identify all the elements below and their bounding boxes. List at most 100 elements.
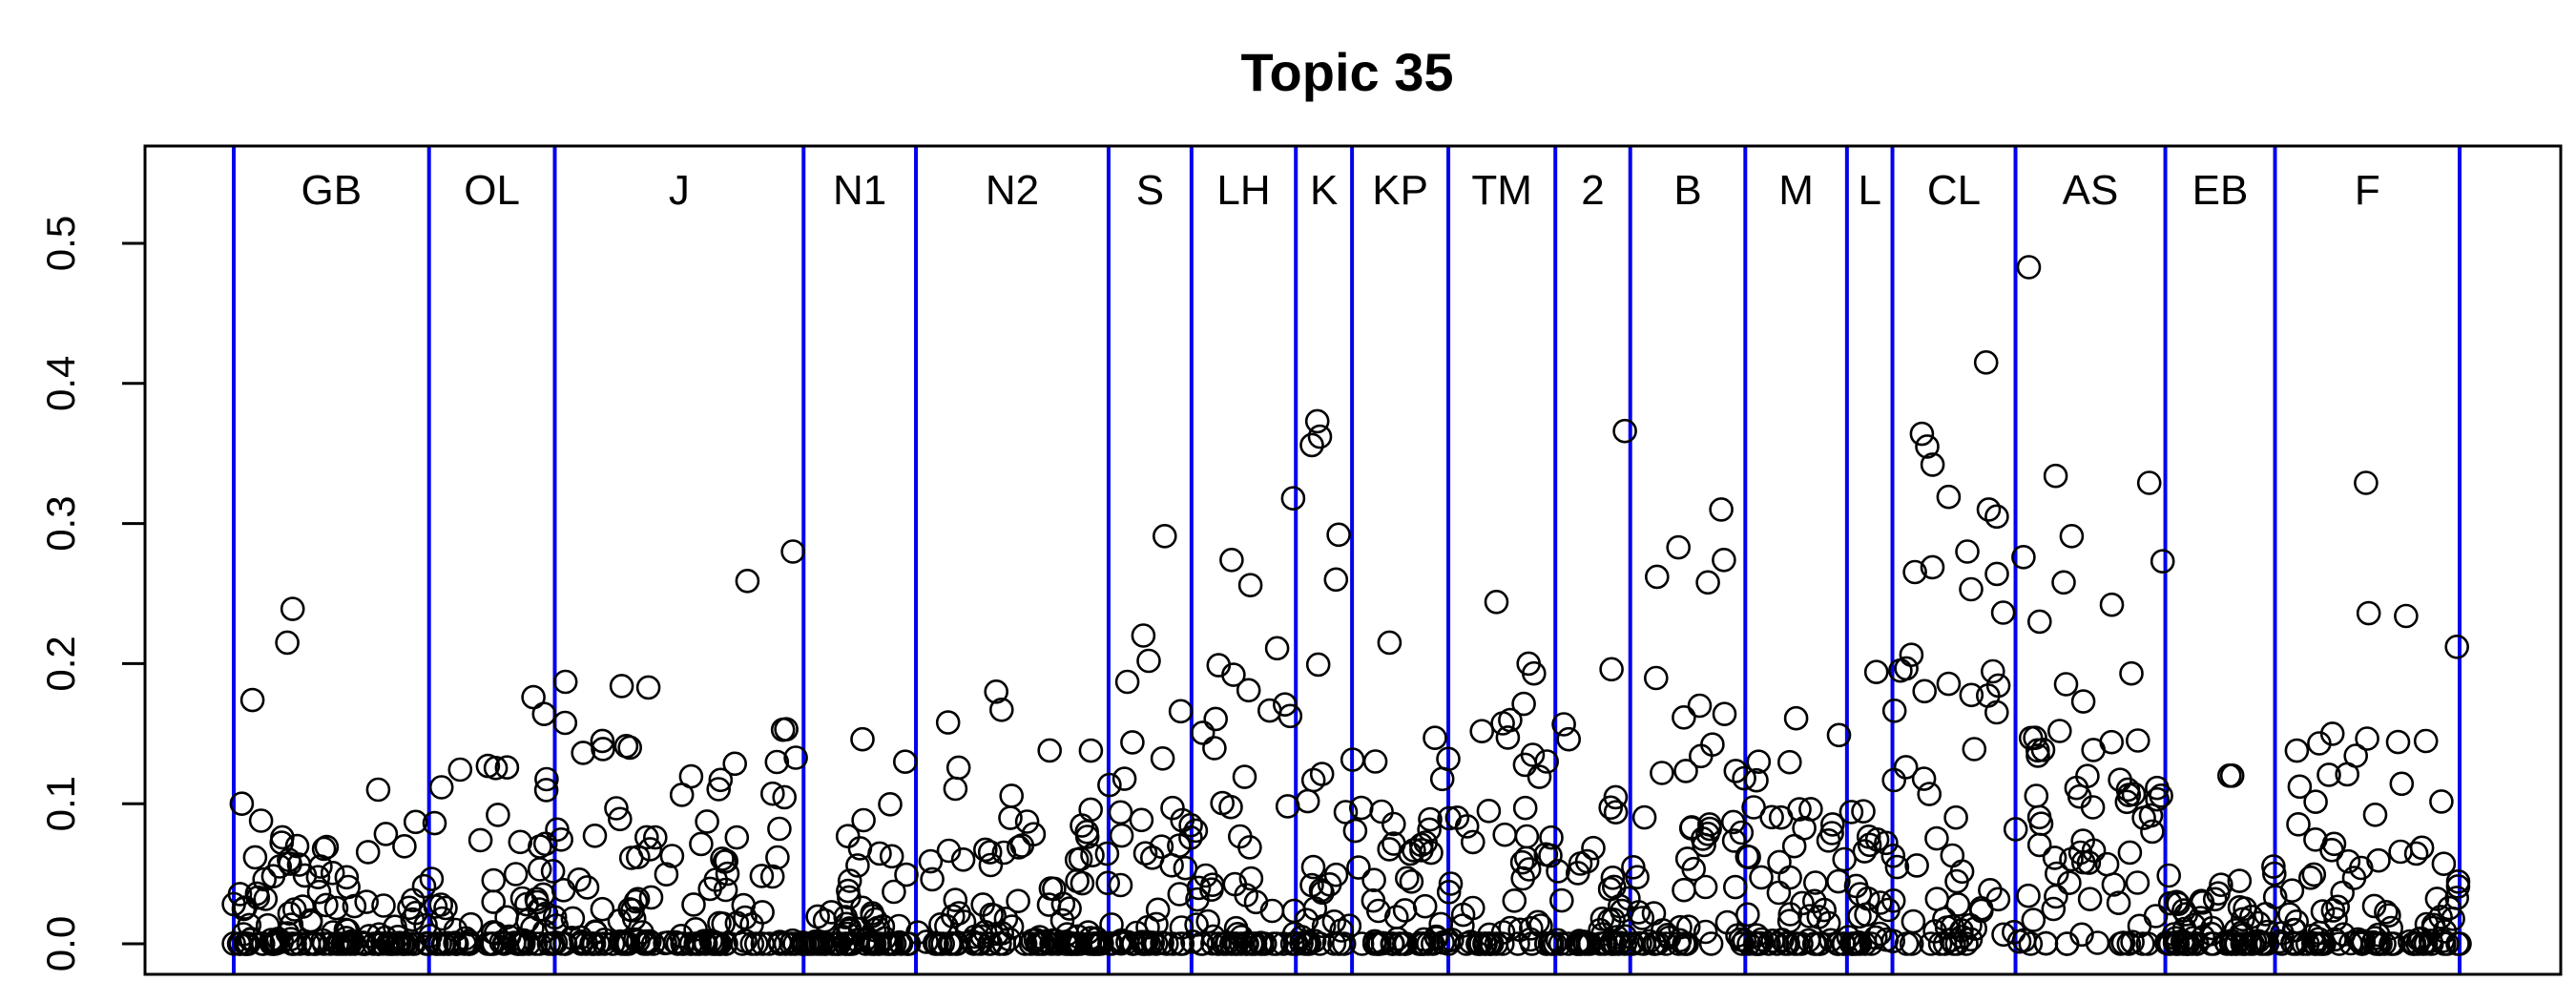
data-point (1238, 866, 1264, 891)
data-point (1777, 749, 1802, 775)
data-point (1237, 573, 1263, 598)
data-point (733, 929, 758, 953)
data-point (1920, 452, 1945, 477)
data-point (663, 929, 688, 955)
data-point (2325, 894, 2350, 920)
data-point (1299, 432, 1324, 458)
data-point (636, 929, 662, 954)
data-point (242, 845, 268, 870)
data-point (914, 929, 939, 954)
region-label-as: AS (2063, 167, 2119, 214)
data-point (780, 539, 805, 564)
data-point (1054, 922, 1080, 947)
data-point (521, 684, 546, 710)
data-point (2403, 841, 2429, 866)
data-point (239, 927, 264, 951)
data-point (1095, 870, 1120, 896)
data-points (221, 255, 2472, 956)
data-point (1856, 886, 1880, 911)
data-point (2360, 929, 2386, 955)
data-point (934, 913, 959, 939)
data-point (1522, 660, 1547, 686)
data-point (1111, 766, 1137, 791)
data-point (2143, 904, 2169, 929)
data-point (1548, 931, 1573, 956)
data-point (979, 902, 1004, 928)
data-point (1603, 784, 1629, 810)
data-point (1984, 699, 2009, 725)
data-point (424, 931, 449, 956)
data-point (2284, 738, 2310, 763)
data-point (1307, 424, 1333, 449)
data-point (334, 865, 360, 890)
region-label-b: B (1673, 167, 1701, 214)
data-point (867, 841, 892, 866)
data-point (549, 826, 574, 852)
data-point (850, 726, 875, 752)
data-point (654, 862, 679, 887)
data-point (989, 921, 1014, 946)
data-point (1202, 736, 1227, 761)
data-point (2099, 592, 2125, 617)
region-label-m: M (1778, 167, 1814, 214)
data-point (2077, 887, 2103, 912)
region-labels: GB OL J N1 N2 S LH K KP TM 2 B M L CL AS EB F (301, 167, 2380, 214)
data-point (1874, 830, 1899, 856)
data-point (544, 913, 570, 938)
data-point (2444, 634, 2469, 659)
data-point (248, 808, 274, 833)
data-point (2394, 603, 2419, 629)
data-point (2447, 931, 2472, 956)
data-point (609, 674, 634, 699)
data-point (2323, 907, 2348, 932)
data-point (2163, 926, 2189, 951)
region-label-kp: KP (1372, 167, 1428, 214)
data-point (1723, 759, 1749, 783)
data-point (2156, 863, 2181, 888)
data-point (1672, 877, 1696, 903)
data-point (722, 751, 748, 777)
data-point (1674, 846, 1700, 871)
data-point (1007, 835, 1031, 860)
data-point (692, 929, 717, 954)
data-point (792, 931, 818, 956)
data-point (1461, 829, 1485, 855)
data-point (1924, 825, 1949, 851)
data-point (739, 912, 764, 937)
data-point (1766, 880, 1792, 906)
data-point (1880, 887, 1906, 913)
data-point (1958, 927, 1984, 952)
data-point (1514, 845, 1539, 871)
data-point (1115, 929, 1140, 955)
data-point (1631, 804, 1657, 830)
data-point (1984, 504, 2009, 530)
data-point (221, 930, 246, 956)
data-point (659, 844, 685, 868)
data-point (764, 749, 790, 775)
data-point (998, 805, 1023, 830)
data-point (2016, 255, 2042, 280)
data-point (1820, 812, 1845, 837)
data-point (1911, 766, 1937, 791)
data-point (1666, 534, 1691, 560)
data-point (851, 807, 876, 833)
data-point (1880, 929, 1905, 954)
data-point (2279, 878, 2305, 904)
data-point (264, 929, 289, 954)
data-point (835, 824, 861, 849)
data-point (1392, 931, 1418, 956)
data-point (943, 776, 968, 802)
data-point (443, 930, 467, 955)
data-point (453, 926, 478, 951)
y-tick-label: 0.1 (38, 776, 83, 831)
data-point (2041, 896, 2067, 922)
data-point (1502, 887, 1527, 913)
data-point (1097, 772, 1122, 798)
data-point (1551, 712, 1576, 737)
data-point (770, 717, 796, 742)
data-point (520, 915, 545, 941)
data-point (253, 887, 279, 911)
data-point (467, 827, 493, 853)
data-point (1736, 931, 1761, 956)
data-point (1476, 798, 1502, 824)
